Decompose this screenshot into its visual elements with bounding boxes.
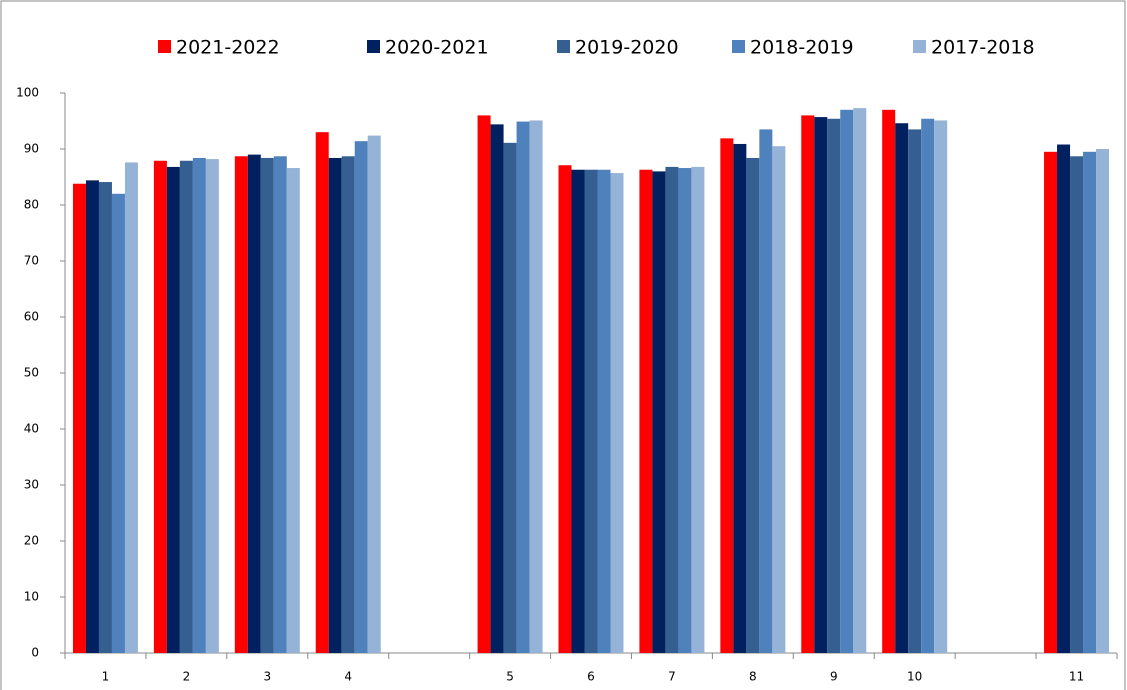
bar: [205, 159, 219, 653]
bar: [895, 123, 909, 654]
bar: [260, 157, 274, 653]
bar: [801, 115, 815, 653]
x-tick-label: 5: [506, 670, 514, 684]
bar: [85, 180, 99, 654]
x-tick-label: 7: [668, 670, 676, 684]
bar: [192, 157, 206, 653]
bar: [571, 169, 585, 653]
bar: [503, 142, 517, 653]
y-tick-label: 40: [24, 422, 39, 436]
bar: [691, 166, 705, 654]
bar: [1096, 149, 1110, 653]
bar: [678, 168, 692, 654]
bar: [1044, 151, 1058, 654]
bar: [558, 165, 572, 654]
bar: [72, 183, 86, 653]
legend-text: 2021-2022: [176, 37, 280, 59]
x-tick-label: 1: [102, 670, 110, 684]
bar: [652, 171, 666, 653]
bar: [354, 141, 368, 653]
bar: [921, 118, 935, 653]
y-tick-label: 30: [24, 478, 39, 492]
bar: [153, 160, 167, 653]
bar: [934, 120, 948, 653]
bar: [166, 166, 180, 654]
y-tick-label: 100: [16, 86, 39, 100]
y-tick-label: 20: [24, 534, 39, 548]
legend-swatch: [557, 40, 570, 53]
bar: [639, 169, 653, 653]
x-tick-label: 3: [263, 670, 271, 684]
x-tick-label: 4: [344, 670, 352, 684]
legend-text: 2017-2018: [931, 37, 1035, 59]
legend-swatch: [158, 40, 171, 53]
bar: [610, 173, 624, 653]
bar: [1057, 144, 1071, 653]
bar: [98, 182, 112, 654]
bar: [490, 124, 504, 654]
bar: [341, 156, 355, 653]
bar: [733, 143, 747, 653]
bar: [111, 193, 125, 654]
y-tick-label: 10: [24, 590, 39, 604]
y-tick-label: 80: [24, 198, 39, 212]
bar: [315, 132, 329, 653]
bar: [882, 109, 896, 654]
bar: [477, 115, 491, 653]
bar: [759, 129, 773, 653]
bar: [665, 166, 679, 654]
bar: [367, 135, 381, 653]
bar: [273, 156, 287, 653]
bar: [1083, 151, 1097, 654]
bar: [853, 108, 867, 654]
y-tick-label: 60: [24, 310, 39, 324]
bar: [908, 129, 922, 653]
bar: [179, 160, 193, 653]
legend-swatch: [732, 40, 745, 53]
bar: [286, 168, 300, 654]
bar: [772, 146, 786, 653]
bar: [516, 121, 530, 653]
bar: [328, 157, 342, 653]
bar: [234, 156, 248, 653]
y-tick-label: 50: [24, 366, 39, 380]
bar: [529, 120, 543, 653]
bar: [597, 169, 611, 653]
x-tick-label: 10: [907, 670, 922, 684]
bar: [840, 109, 854, 654]
bar: [1070, 156, 1084, 653]
y-tick-label: 90: [24, 142, 39, 156]
legend-text: 2018-2019: [750, 37, 854, 59]
x-tick-label: 6: [587, 670, 595, 684]
bar: [584, 169, 598, 653]
legend-text: 2020-2021: [385, 37, 489, 59]
x-tick-label: 2: [183, 670, 191, 684]
bar: [746, 157, 760, 653]
x-tick-label: 8: [749, 670, 757, 684]
bar: [827, 118, 841, 653]
x-tick-label: 11: [1069, 670, 1084, 684]
legend-swatch: [913, 40, 926, 53]
bar: [247, 154, 261, 653]
y-tick-label: 0: [31, 646, 39, 660]
bar: [720, 138, 734, 654]
bar: [814, 117, 828, 653]
bar: [124, 162, 138, 653]
x-tick-label: 9: [830, 670, 838, 684]
y-tick-label: 70: [24, 254, 39, 268]
legend-text: 2019-2020: [575, 37, 679, 59]
legend-swatch: [367, 40, 380, 53]
